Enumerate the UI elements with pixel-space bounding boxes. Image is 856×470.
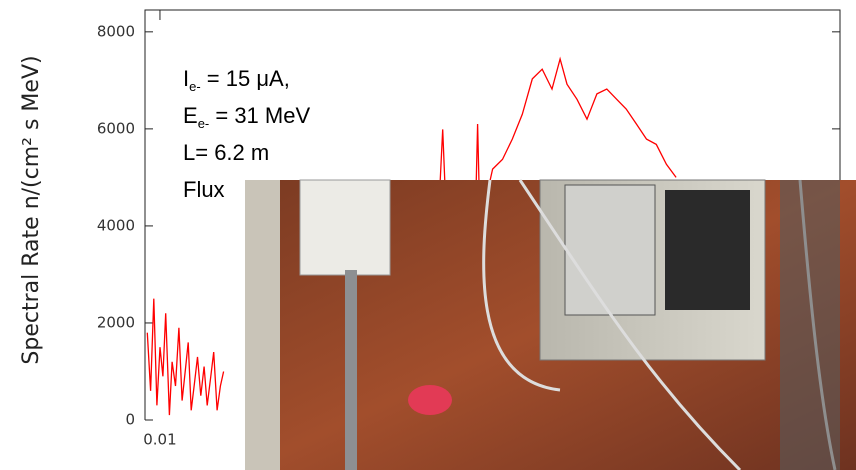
photo-cable-bundle [780, 180, 840, 470]
annotation-subscript: e- [189, 79, 201, 94]
annotation: Ee- = 31 MeV [183, 103, 310, 132]
photo [245, 180, 856, 470]
annotation-symbol: E [183, 103, 198, 128]
y-tick-label: 6000 [97, 119, 135, 137]
annotation-text: L= 6.2 m [183, 140, 269, 165]
y-tick-label: 0 [125, 411, 135, 429]
annotation-text: = 15 μA, [201, 66, 290, 91]
annotation: Flux [183, 177, 225, 202]
photo-marking [408, 385, 452, 415]
annotation-text: = 31 MeV [209, 103, 310, 128]
y-tick-label: 2000 [97, 313, 135, 331]
annotation: L= 6.2 m [183, 140, 269, 165]
photo-computer [565, 185, 655, 315]
annotation-subscript: e- [198, 116, 210, 131]
photo-pole [345, 270, 357, 470]
y-tick-label: 4000 [97, 216, 135, 234]
photo-panel [300, 180, 390, 275]
chart: Spectral Rate n/(cm² s MeV) 0 2000 4000 600… [0, 0, 856, 470]
annotation-text: Flux [183, 177, 225, 202]
annotation: Ie- = 15 μA, [183, 66, 290, 95]
y-tick-label: 8000 [97, 22, 135, 40]
x-tick-label: 0.01 [143, 431, 176, 449]
photo-pipe [245, 180, 280, 470]
y-axis-label: Spectral Rate n/(cm² s MeV) [19, 55, 44, 364]
photo-rack [665, 190, 750, 310]
